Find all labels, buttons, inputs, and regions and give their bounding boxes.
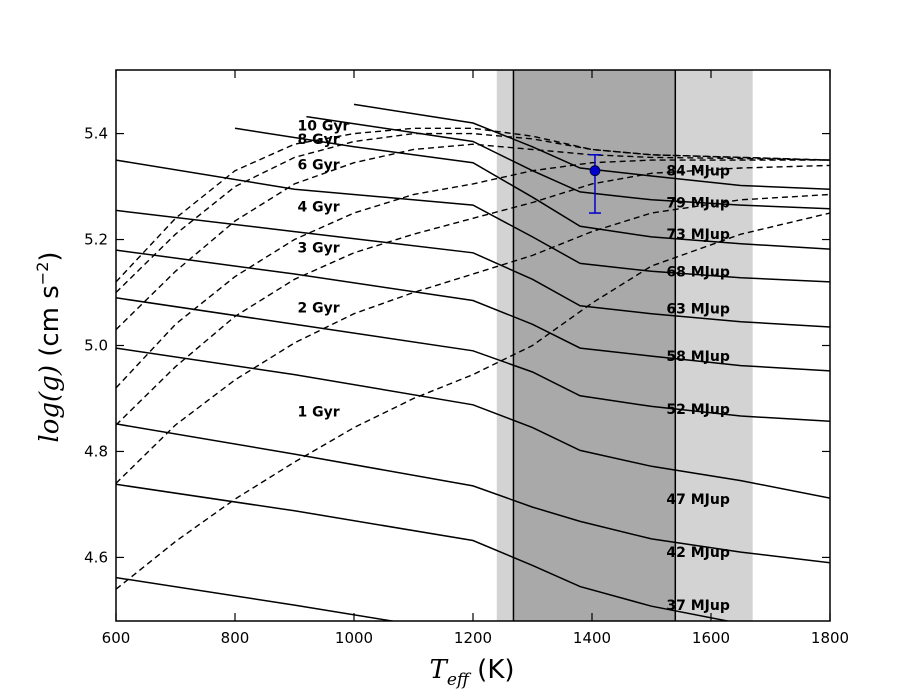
isomass-label: 84 MJup [666,164,730,180]
isomass-label: 73 MJup [666,227,730,243]
x-tick-label: 1200 [454,629,492,647]
x-tick-label: 1400 [573,629,611,647]
isomass-label: 52 MJup [666,402,730,418]
isomass-label: 42 MJup [666,545,730,561]
y-tick-label: 4.6 [84,548,108,566]
isomass-track-11 [116,576,397,621]
isomass-label: 58 MJup [666,349,730,365]
isochrone-8-gyr [116,132,830,293]
isomass-label: 37 MJup [666,598,730,614]
isochrone-label: 8 Gyr [297,132,339,148]
isomass-track-47-mjup [116,347,830,499]
isomass-track-52-mjup [116,297,830,423]
isochrone-1-gyr [116,212,830,590]
x-tick-label: 1600 [692,629,730,647]
x-axis-title-sub: eff [447,670,472,690]
measurement [588,154,601,214]
measurement-point [589,165,601,177]
y-tick-label: 5.2 [84,231,108,249]
x-axis-title-math: T [429,655,448,685]
x-axis-title-unit: (K) [469,655,515,685]
isochrone-4-gyr [116,159,830,389]
x-tick-label: 1800 [811,629,849,647]
isomass-label: 47 MJup [666,492,730,508]
y-axis-title-exp: −2 [33,262,52,286]
y-axis-title-close: ) [35,251,65,261]
isochrone-6-gyr [116,143,830,331]
x-tick-label: 600 [102,629,131,647]
isochrone-2-gyr [116,193,830,484]
y-tick-label: 5.4 [84,125,108,143]
y-axis-title-math: log(g) [35,365,65,443]
y-tick-label: 5.0 [84,337,108,355]
isochrone-label: 6 Gyr [297,157,339,173]
isomass-label: 68 MJup [666,264,730,280]
isochrone-label: 4 Gyr [297,200,339,216]
isomass-track-79-mjup [306,115,830,210]
y-axis-title: log(g) (cm s−2) [33,251,65,442]
y-axis-title-unit: (cm s [35,285,65,365]
isochrone-label: 1 Gyr [297,405,339,421]
isomass-track-73-mjup [234,127,830,250]
isomass-track-63-mjup [116,209,830,328]
x-tick-label: 1000 [335,629,373,647]
isomass-track-84-mjup [353,103,830,190]
x-axis-title: Teff (K) [429,655,514,690]
isochrone-label: 10 Gyr [297,119,349,135]
y-tick-label: 4.8 [84,442,108,460]
x-tick-label: 800 [221,629,250,647]
isochrone-label: 2 Gyr [297,300,339,316]
isomass-label: 79 MJup [666,195,730,211]
isomass-track-42-mjup [116,423,830,564]
isomass-tracks [116,103,830,621]
isochrone-label: 3 Gyr [297,240,339,256]
isomass-track-58-mjup [116,249,830,372]
isomass-track-68-mjup [116,159,830,283]
isomass-label: 63 MJup [666,301,730,317]
axis-ticks: 600 800 1000 1200 1400 1600 1800 4.6 4.8 5.0 5.2 5.… [84,70,849,647]
